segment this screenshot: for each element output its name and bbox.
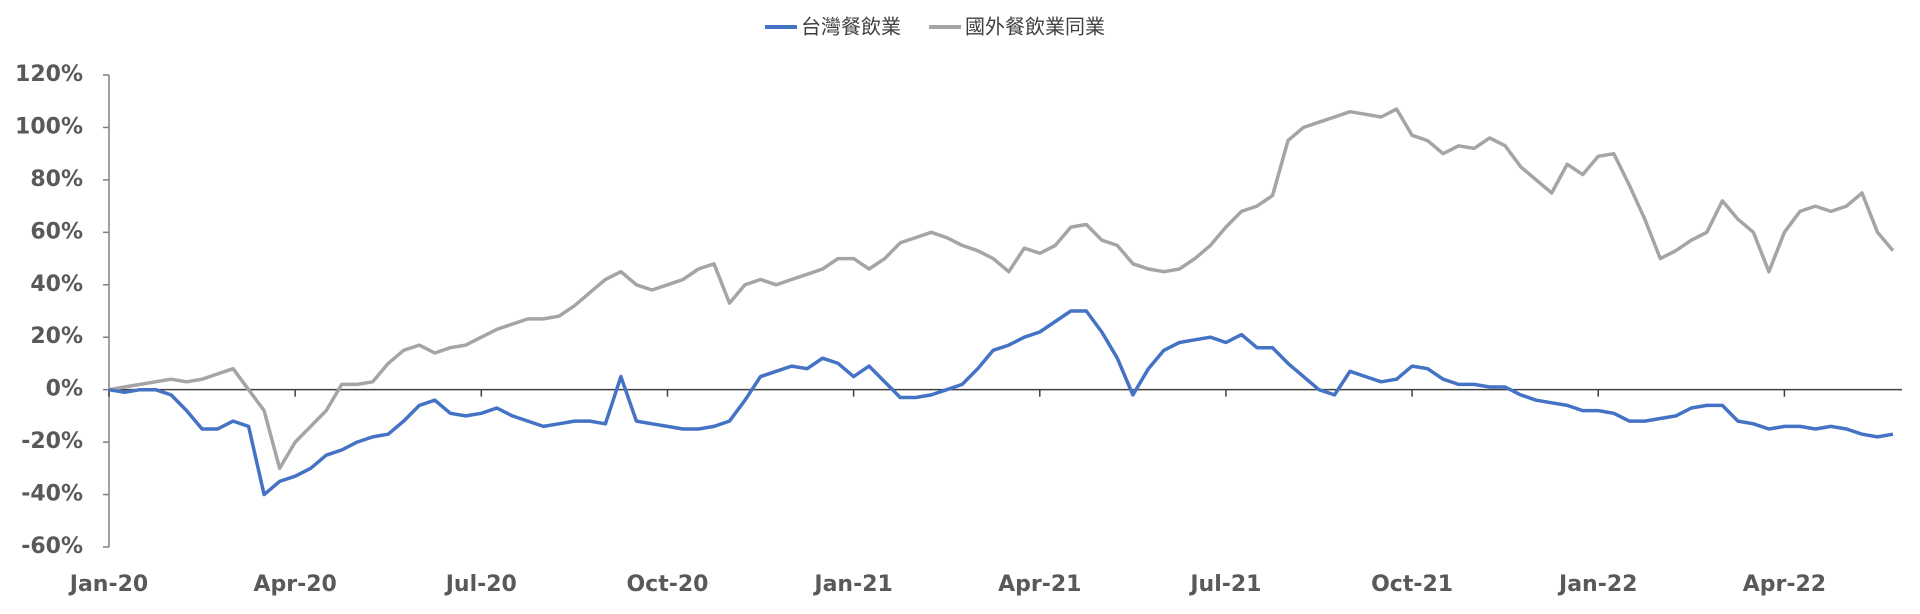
y-tick-label: -20% <box>21 429 83 454</box>
y-tick-label: 20% <box>30 324 83 349</box>
x-tick-label: Jan-20 <box>68 572 148 597</box>
y-tick-label: 100% <box>15 114 83 139</box>
x-tick-label: Jul-21 <box>1188 572 1261 597</box>
x-tick-label: Oct-20 <box>626 572 708 597</box>
y-tick-label: -40% <box>21 482 83 507</box>
x-tick-label: Jul-20 <box>444 572 517 597</box>
x-tick-label: Oct-21 <box>1371 572 1453 597</box>
y-tick-label: 40% <box>30 272 83 297</box>
x-tick-label: Apr-20 <box>253 572 336 597</box>
y-tick-label: 80% <box>30 167 83 192</box>
x-tick-label: Jan-22 <box>1557 572 1637 597</box>
legend-label: 台灣餐飲業 <box>801 15 901 39</box>
series-line <box>108 309 1894 497</box>
x-tick-label: Apr-22 <box>1743 572 1826 597</box>
y-tick-label: 0% <box>46 377 83 402</box>
legend-label: 國外餐飲業同業 <box>965 15 1105 39</box>
x-tick-label: Jan-21 <box>812 572 892 597</box>
y-tick-label: 60% <box>30 219 83 244</box>
series-line <box>108 107 1895 471</box>
y-tick-label: -60% <box>21 534 83 559</box>
y-tick-label: 120% <box>15 62 83 87</box>
x-tick-label: Apr-21 <box>998 572 1081 597</box>
